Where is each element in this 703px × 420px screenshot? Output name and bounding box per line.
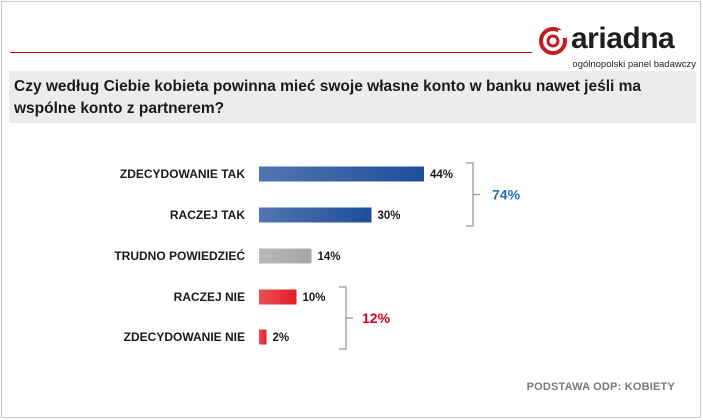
value-label: 44% — [430, 169, 453, 181]
group-bracket — [466, 162, 474, 227]
group-bracket — [339, 286, 347, 350]
value-label: 2% — [273, 332, 290, 344]
header-divider — [10, 52, 532, 53]
category-label: ZDECYDOWANIE TAK — [120, 167, 245, 181]
category-label: TRUDNO POWIEDZIEĆ — [114, 248, 245, 263]
value-label: 30% — [378, 210, 401, 222]
category-label: RACZEJ NIE — [174, 290, 245, 304]
bar — [259, 329, 267, 345]
bar — [259, 166, 424, 182]
bar — [259, 248, 312, 264]
logo-wordmark: ariadna — [571, 22, 675, 55]
ariadna-logo-mark-icon — [539, 27, 567, 55]
value-label: 10% — [303, 292, 326, 304]
logo-tagline: ogólnopolski panel badawczy — [572, 59, 696, 70]
question-text: Czy według Ciebie kobieta powinna mieć s… — [14, 78, 642, 117]
category-label: RACZEJ TAK — [170, 208, 245, 222]
bar — [259, 289, 297, 305]
base-footnote: PODSTAWA ODP: KOBIETY — [526, 381, 675, 393]
ariadna-logo: ariadna ogólnopolski panel badawczy — [538, 22, 696, 74]
bar — [259, 207, 372, 223]
value-label: 14% — [318, 251, 341, 263]
category-label: ZDECYDOWANIE NIE — [124, 330, 245, 344]
question-box: Czy według Ciebie kobieta powinna mieć s… — [9, 71, 696, 123]
group-total-label: 12% — [362, 310, 391, 326]
group-total-label: 74% — [492, 187, 521, 203]
